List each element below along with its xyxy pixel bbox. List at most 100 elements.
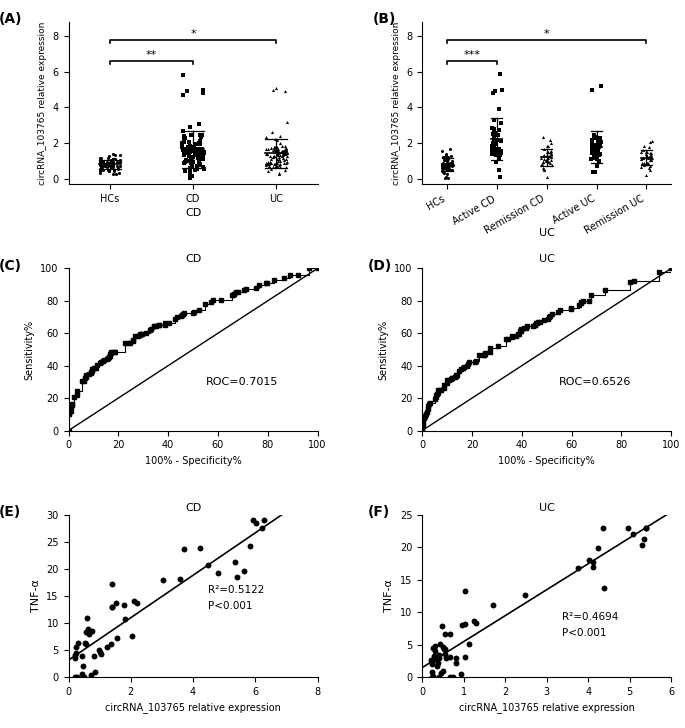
Point	[638, 152, 649, 164]
Point	[495, 150, 506, 162]
Point	[279, 143, 290, 155]
Point	[107, 155, 118, 167]
Point	[275, 149, 286, 161]
Point	[198, 87, 209, 99]
Point	[279, 149, 290, 160]
Point	[107, 601, 118, 613]
Point	[586, 134, 597, 146]
Point	[247, 515, 258, 526]
Point	[446, 165, 457, 176]
Point	[263, 143, 274, 154]
Point	[594, 135, 605, 147]
Point	[280, 164, 291, 175]
Point	[229, 557, 240, 569]
Point	[593, 146, 604, 158]
Point	[540, 156, 551, 167]
Point	[273, 167, 284, 179]
Point	[488, 123, 499, 135]
Point	[272, 146, 283, 157]
Point	[429, 645, 440, 657]
Point	[627, 528, 638, 539]
Point	[181, 154, 192, 166]
Text: (B): (B)	[373, 12, 396, 26]
Point	[427, 658, 438, 670]
Point	[279, 146, 290, 158]
Point	[437, 165, 448, 177]
Point	[195, 143, 206, 155]
Point	[273, 149, 284, 161]
Point	[196, 148, 207, 159]
Point	[272, 157, 283, 169]
Point	[114, 149, 125, 161]
Point	[105, 158, 116, 170]
Point	[595, 148, 606, 159]
Point	[197, 154, 208, 165]
Text: (D): (D)	[367, 258, 392, 272]
Point	[270, 145, 281, 157]
Point	[268, 150, 279, 162]
Point	[589, 139, 600, 151]
Point	[543, 157, 554, 168]
Point	[184, 146, 195, 158]
Point	[434, 649, 445, 660]
Point	[443, 164, 453, 175]
Point	[95, 152, 105, 164]
Point	[636, 146, 647, 158]
Point	[489, 132, 500, 143]
Point	[493, 134, 503, 146]
Point	[107, 156, 118, 167]
Title: CD: CD	[185, 503, 201, 513]
Point	[93, 644, 104, 655]
Point	[440, 628, 451, 640]
Point	[447, 671, 458, 683]
Point	[257, 523, 268, 534]
Point	[185, 153, 196, 165]
Point	[281, 161, 292, 173]
Point	[438, 644, 449, 655]
Point	[441, 168, 452, 180]
Point	[592, 149, 603, 160]
Point	[267, 151, 278, 163]
Point	[104, 157, 115, 169]
Point	[192, 161, 203, 173]
Point	[112, 160, 123, 172]
Point	[197, 151, 208, 162]
Point	[442, 162, 453, 173]
Point	[113, 167, 124, 179]
Point	[184, 169, 195, 181]
Point	[543, 151, 554, 162]
Point	[456, 668, 466, 680]
Point	[103, 157, 114, 169]
Point	[278, 146, 289, 157]
Point	[645, 165, 656, 176]
Point	[195, 159, 206, 170]
Point	[588, 143, 599, 155]
Point	[643, 157, 653, 168]
Point	[102, 158, 113, 170]
Point	[177, 138, 188, 149]
Point	[262, 157, 273, 169]
Point	[262, 157, 273, 168]
Point	[487, 143, 498, 155]
Point	[185, 141, 196, 152]
Point	[96, 162, 107, 173]
Point	[490, 145, 501, 157]
Text: UC: UC	[539, 228, 555, 238]
Point	[538, 154, 549, 165]
Point	[189, 164, 200, 175]
Point	[262, 165, 273, 177]
Text: *: *	[544, 29, 549, 39]
Point	[269, 158, 279, 170]
Point	[590, 148, 601, 159]
Point	[445, 651, 456, 662]
Point	[280, 142, 291, 154]
Point	[488, 143, 499, 155]
Point	[179, 147, 190, 159]
Point	[177, 141, 188, 153]
Point	[238, 565, 249, 577]
Point	[542, 146, 553, 157]
Point	[95, 162, 106, 174]
Point	[182, 85, 192, 97]
Point	[202, 560, 213, 571]
Point	[640, 146, 651, 158]
